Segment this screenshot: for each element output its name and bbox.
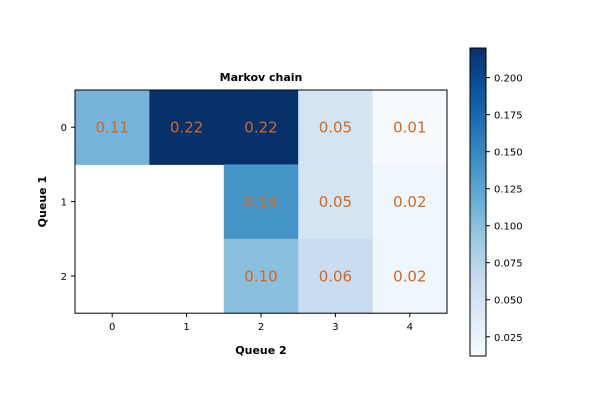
colorbar-frame (469, 47, 487, 357)
y-tick-label: 0 (61, 123, 67, 134)
x-axis: 0 1 2 3 4 (109, 313, 413, 333)
colorbar (470, 48, 486, 356)
cell-value-label: 0.02 (393, 268, 426, 286)
y-tick-label: 2 (61, 272, 67, 283)
cell-value-label: 0.22 (170, 119, 203, 137)
cell-value-label: 0.14 (244, 193, 277, 211)
cell-value-label: 0.10 (244, 268, 277, 286)
heatmap-cell (75, 90, 150, 165)
colorbar-tick-label: 0.175 (494, 111, 523, 122)
colorbar-tick-label: 0.025 (494, 333, 523, 344)
chart-title: Markov chain (220, 71, 303, 84)
heatmap-cell (223, 238, 299, 314)
cell-value-label: 0.05 (319, 119, 352, 137)
heatmap-cell (298, 164, 374, 240)
y-tick-label: 1 (61, 198, 67, 209)
heatmap-cell-labels: 0.11 0.22 0.22 0.05 0.01 0.14 0.05 0.02 0.10 0.06… (95, 119, 426, 286)
colorbar-tick-label: 0.050 (494, 296, 523, 307)
x-tick-label: 3 (332, 322, 338, 333)
heatmap-cells (75, 90, 448, 314)
colorbar-ticks: 0.025 0.050 0.075 0.100 0.125 0.150 0.175 0.200 (486, 74, 523, 344)
x-tick-label: 1 (183, 322, 189, 333)
heatmap-cell (223, 90, 299, 165)
heatmap-cell (372, 90, 448, 165)
heatmap-cell (223, 164, 299, 240)
heatmap-cell (149, 90, 225, 165)
y-axis: 0 1 2 (61, 123, 75, 283)
x-tick-label: 4 (407, 322, 413, 333)
colorbar-tick-label: 0.150 (494, 148, 523, 159)
cell-value-label: 0.01 (393, 119, 426, 137)
heatmap-cell (372, 164, 448, 240)
cell-value-label: 0.05 (319, 193, 352, 211)
cell-value-label: 0.02 (393, 193, 426, 211)
y-axis-label: Queue 1 (36, 176, 49, 227)
x-tick-label: 0 (109, 322, 115, 333)
cell-value-label: 0.22 (244, 119, 277, 137)
heatmap-cell (298, 90, 374, 165)
x-axis-label: Queue 2 (235, 344, 286, 357)
colorbar-tick-label: 0.100 (494, 222, 523, 233)
heatmap-cell (298, 238, 374, 314)
x-tick-label: 2 (258, 322, 264, 333)
cell-value-label: 0.06 (319, 268, 352, 286)
colorbar-tick-label: 0.200 (494, 74, 523, 85)
colorbar-tick-label: 0.075 (494, 259, 523, 270)
cell-value-label: 0.11 (95, 119, 128, 137)
colorbar-tick-label: 0.125 (494, 185, 523, 196)
heatmap-cell (372, 238, 448, 314)
